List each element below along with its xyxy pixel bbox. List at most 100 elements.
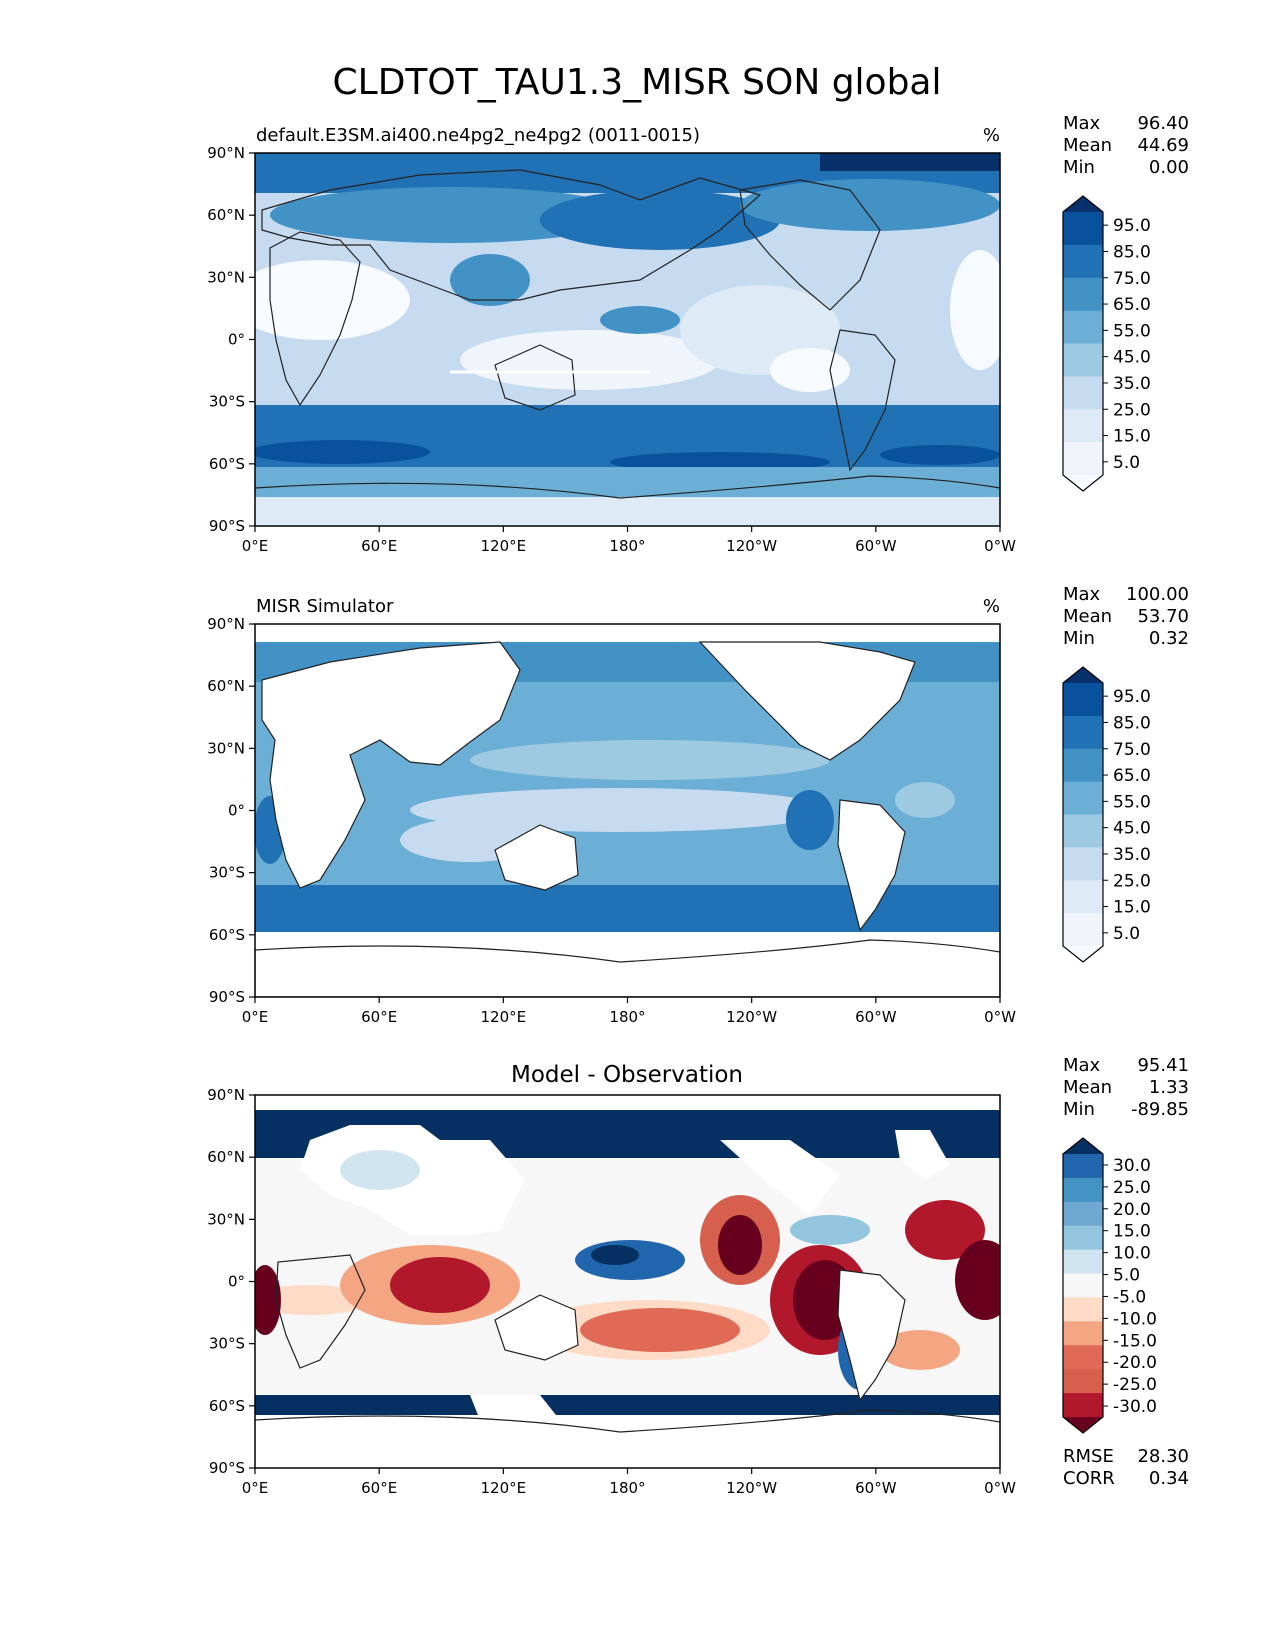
x-tick-label: 180° [609,537,645,555]
colorbar-tick-label: -25.0 [1113,1375,1157,1395]
panel-observation: MISR Simulator % [254,596,1001,998]
colorbar-segment [1063,1345,1103,1370]
stat-label: Mean [1063,1077,1112,1098]
metric-value: 0.34 [1149,1468,1189,1489]
y-tick-label: 90°S [209,1459,245,1477]
y-tick-label: 90°S [209,988,245,1006]
colorbar-segment [1063,1225,1103,1251]
stat-value: 0.32 [1149,628,1189,649]
colorbar-segment [1063,1177,1103,1203]
stat-value: 100.00 [1126,584,1189,605]
colorbar-segment [1063,1393,1103,1418]
x-tick-label: 0°E [242,1479,269,1497]
y-tick-label: 60°S [209,1397,245,1415]
colorbar-segment [1063,781,1103,815]
panel-observation-map [255,624,1000,997]
colorbar-extend-max [1063,196,1103,212]
x-tick-label: 0°W [984,1008,1016,1026]
colorbar-extend-max [1063,667,1103,683]
stat-value: -89.85 [1131,1099,1189,1120]
x-tick-label: 120°W [726,1008,777,1026]
colorbar-segment [1063,913,1103,947]
stat-label: Max [1063,584,1101,605]
stat-label: Min [1063,1099,1095,1120]
colorbar-tick-label: -20.0 [1113,1353,1157,1373]
colorbar-tick-label: 85.0 [1113,713,1151,733]
colorbar-segment [1063,1154,1103,1179]
y-tick-label: 90°N [207,615,245,633]
panel-model-title: default.E3SM.ai400.ne4pg2_ne4pg2 (0011-0… [256,125,700,146]
y-tick-label: 30°N [207,1210,245,1228]
stat-label: Min [1063,628,1095,649]
y-tick-label: 60°N [207,1148,245,1166]
panel-model-units: % [983,125,1000,146]
stat-label: Mean [1063,135,1112,156]
colorbar-segment [1063,343,1103,377]
metric-label: RMSE [1063,1446,1114,1467]
y-tick-label: 30°N [207,739,245,757]
colorbar-tick-label: -30.0 [1113,1397,1157,1417]
panel-observation-units: % [983,596,1000,617]
stat-value: 0.00 [1149,157,1189,178]
colorbar-tick-label: -15.0 [1113,1331,1157,1351]
y-tick-label: 60°N [207,206,245,224]
colorbar-segment [1063,310,1103,344]
colorbar-extend-min [1063,475,1103,491]
colorbar-tick-label: 5.0 [1113,924,1140,944]
x-tick-label: 0°W [984,1479,1016,1497]
colorbar-tick-label: 75.0 [1113,740,1151,760]
colorbar-segment [1063,1249,1103,1275]
colorbar-tick-label: 45.0 [1113,348,1151,368]
axis-ticks: 0°E 60°E 120°E 180° 120°W 60°W 0°W 90°N 60°N 30°N… [207,144,1016,1497]
y-tick-label: 60°S [209,455,245,473]
colorbar-segment [1063,1273,1103,1298]
colorbar-segment [1063,748,1103,783]
colorbar-segment [1063,409,1103,443]
colorbar-tick-label: 35.0 [1113,374,1151,394]
colorbar-segment [1063,376,1103,410]
y-tick-label: 30°N [207,268,245,286]
colorbar-tick-label: 65.0 [1113,295,1151,315]
stat-value: 1.33 [1149,1077,1189,1098]
colorbar-segment [1063,715,1103,750]
colorbar-extend-min [1063,1417,1103,1433]
colorbar-tick-label: 5.0 [1113,453,1140,473]
panel-difference-title: Model - Observation [511,1062,743,1088]
y-tick-label: 60°S [209,926,245,944]
y-tick-label: 90°N [207,144,245,162]
colorbar-segment [1063,277,1103,312]
x-tick-label: 0°E [242,537,269,555]
colorbar-tick-label: 10.0 [1113,1244,1151,1264]
x-tick-label: 60°W [855,537,897,555]
stat-label: Min [1063,157,1095,178]
colorbar-extend-max [1063,1138,1103,1154]
stat-label: Max [1063,1055,1101,1076]
colorbar-tick-label: 25.0 [1113,400,1151,420]
x-tick-label: 120°E [481,1479,527,1497]
figure-title: CLDTOT_TAU1.3_MISR SON global [333,62,942,103]
colorbar-extend-min [1063,946,1103,962]
metric-value: 28.30 [1137,1446,1189,1467]
colorbar-tick-label: 45.0 [1113,819,1151,839]
y-tick-label: 90°S [209,517,245,535]
y-tick-label: 0° [228,331,245,349]
metric-label: CORR [1063,1468,1115,1489]
colorbar-tick-label: 25.0 [1113,871,1151,891]
colorbar-tick-label: 85.0 [1113,242,1151,262]
colorbar-segment [1063,1297,1103,1322]
colorbar-tick-label: 15.0 [1113,427,1151,447]
colorbar-segment [1063,683,1103,717]
x-tick-label: 120°E [481,537,527,555]
panel-model-map [255,153,1000,526]
colorbar-segment [1063,1321,1103,1346]
stat-value: 44.69 [1137,135,1189,156]
colorbar-tick-label: 95.0 [1113,216,1151,236]
x-tick-label: 180° [609,1479,645,1497]
colorbar-tick-label: 25.0 [1113,1178,1151,1198]
y-tick-label: 30°S [209,393,245,411]
colorbar-tick-label: -5.0 [1113,1287,1146,1307]
colorbar-tick-label: 75.0 [1113,269,1151,289]
stat-label: Mean [1063,606,1112,627]
y-tick-label: 0° [228,1273,245,1291]
colorbar-tick-label: 15.0 [1113,1222,1151,1242]
